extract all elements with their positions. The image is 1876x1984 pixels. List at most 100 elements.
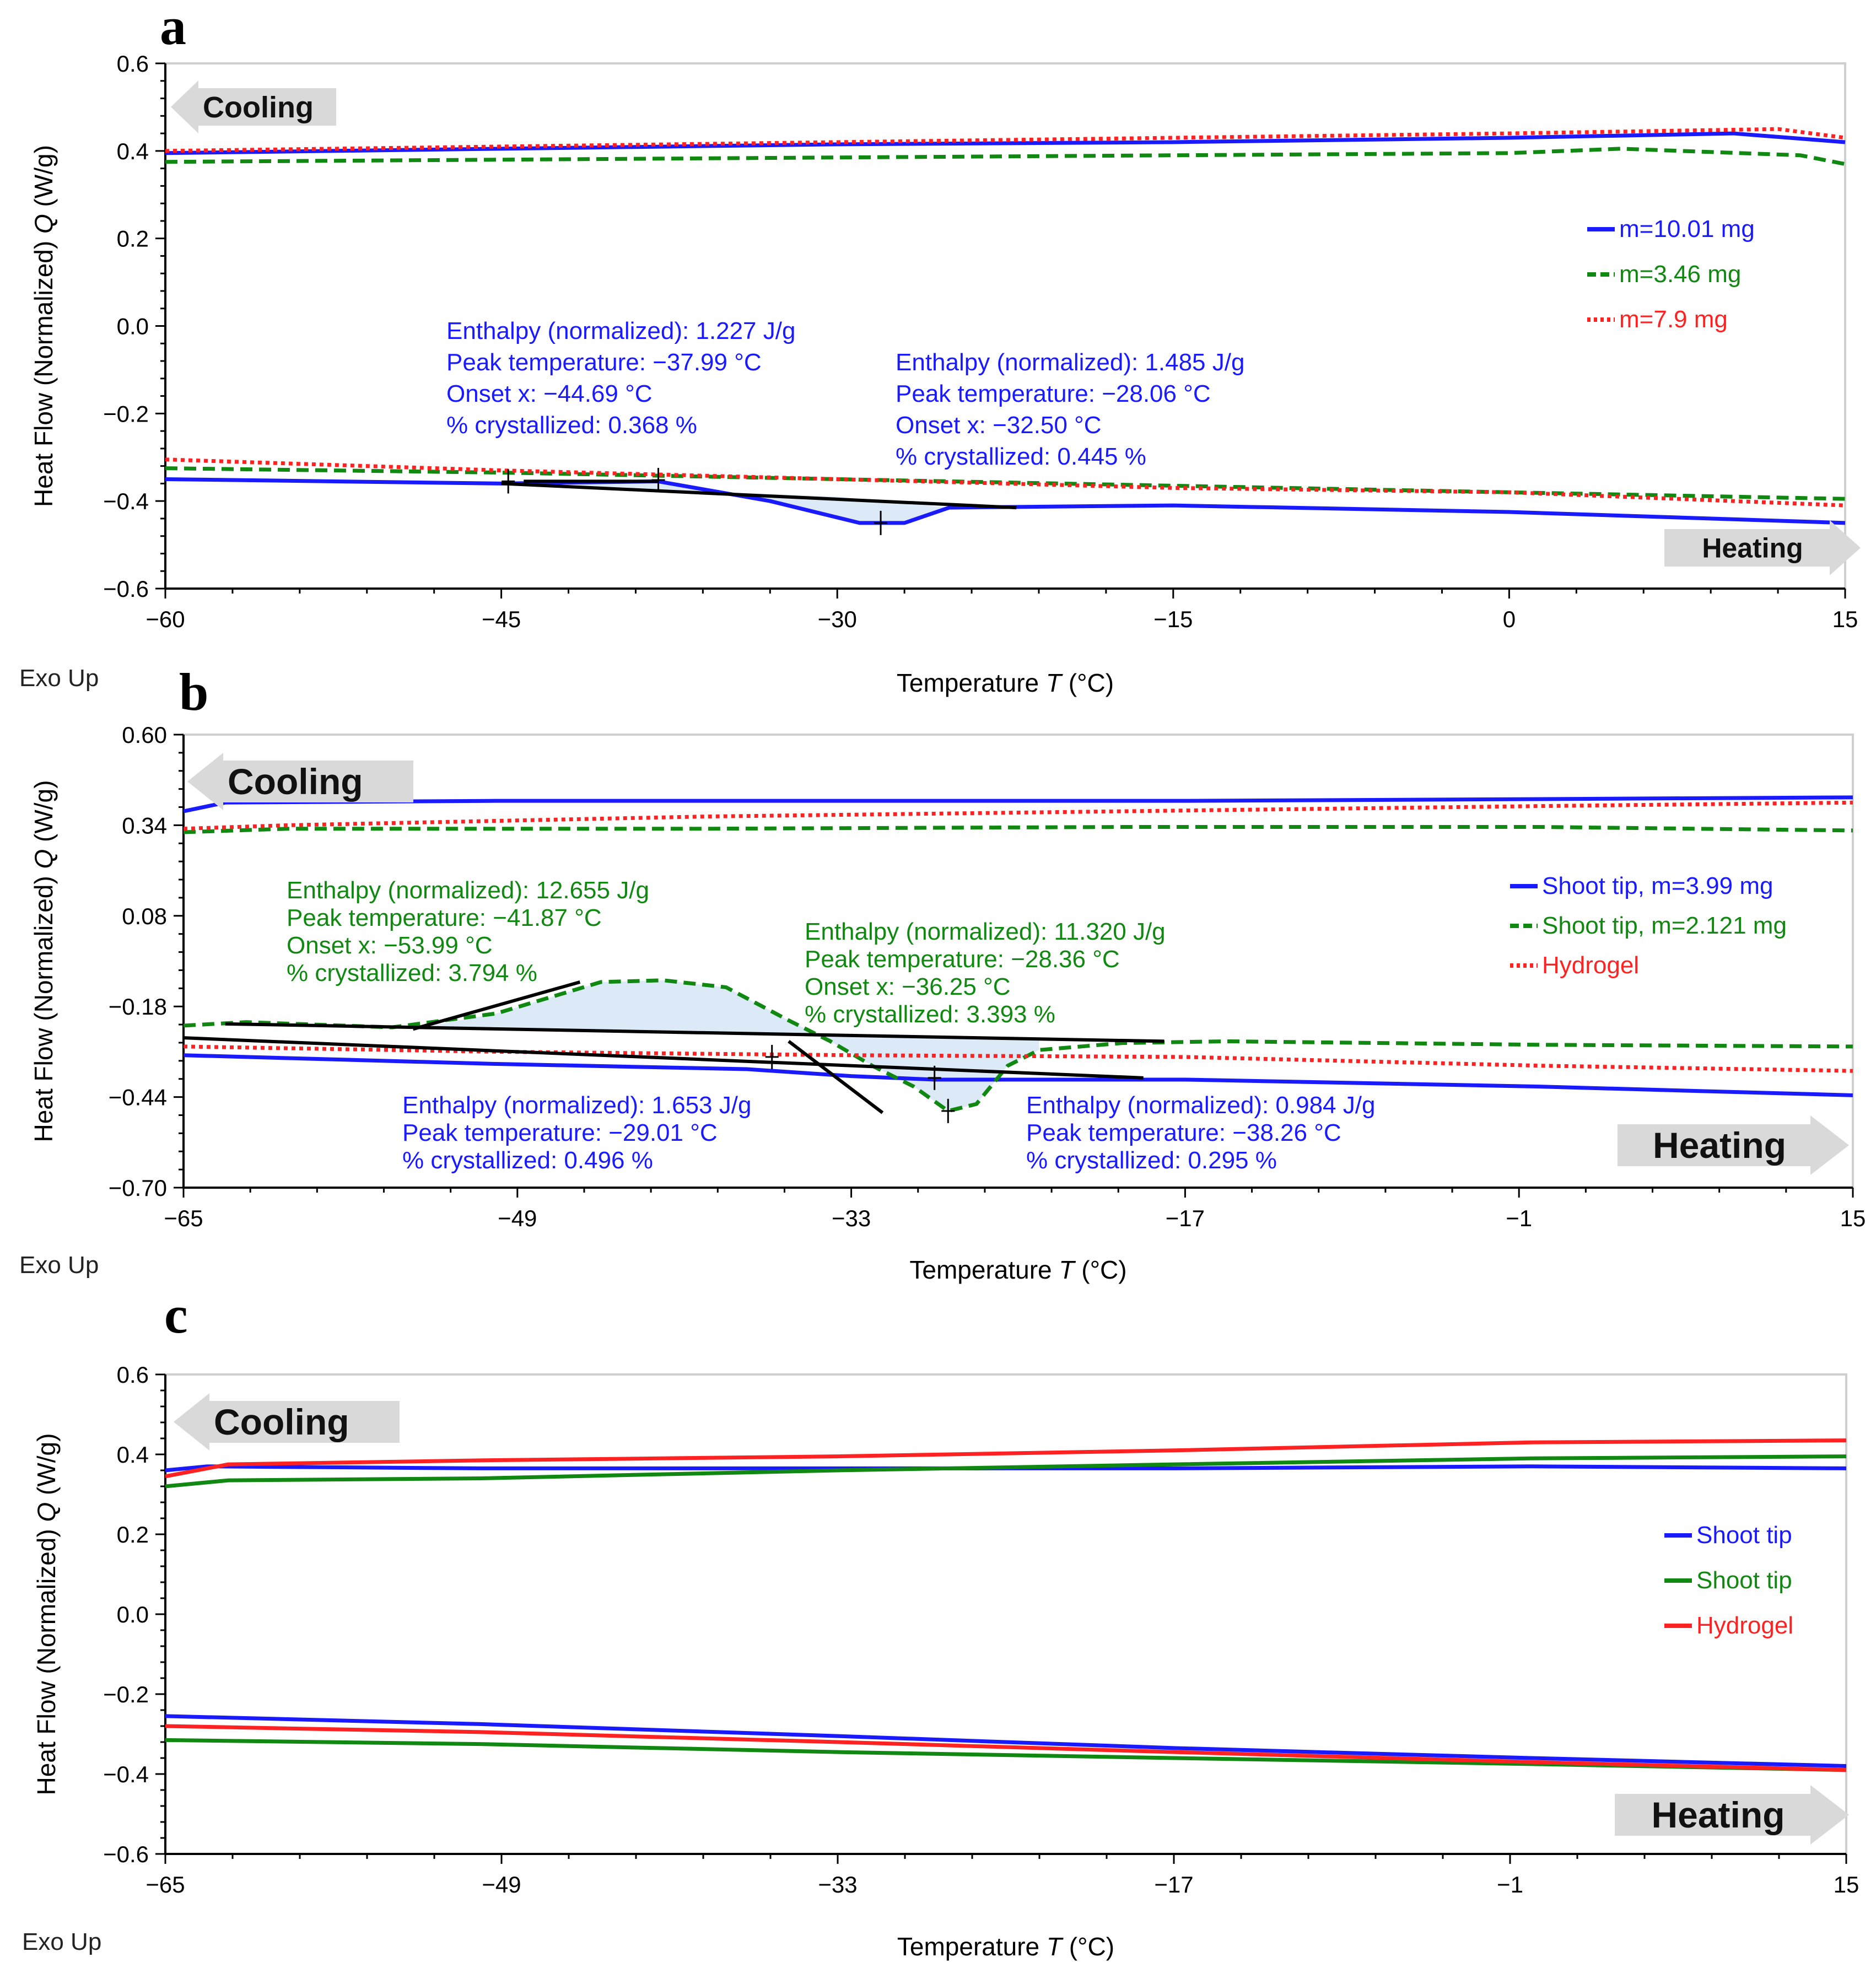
series-line-1-upper — [183, 795, 1853, 813]
annotation-line: Peak temperature: −41.87 °C — [287, 904, 602, 931]
y-axis-title-text: Heat Flow (Normalized) — [29, 869, 58, 1142]
annotation-line: Enthalpy (normalized): 1.485 J/g — [896, 349, 1244, 376]
series-line-3-lower — [165, 1724, 1847, 1772]
x-tick-label: −33 — [832, 1205, 871, 1231]
x-tick-label: −45 — [482, 606, 521, 632]
legend-label: m=3.46 mg — [1619, 261, 1741, 288]
annotation-line: % crystallized: 3.393 % — [805, 1001, 1055, 1028]
y-axis-title-unit: (W/g) — [29, 145, 58, 214]
y-axis-title: Heat Flow (Normalized) Q (W/g) — [32, 1433, 61, 1796]
annotation-line: Enthalpy (normalized): 12.655 J/g — [287, 877, 649, 904]
heating-arrow — [1618, 1115, 1849, 1175]
x-tick-label: −30 — [818, 606, 857, 632]
y-tick-label: −0.18 — [109, 994, 167, 1020]
annotation-line: % crystallized: 0.445 % — [896, 443, 1146, 470]
panel-label: a — [160, 0, 186, 56]
y-tick-label: 0.60 — [122, 722, 167, 748]
x-tick-label: −60 — [145, 606, 185, 632]
x-tick-label: 0 — [1503, 606, 1516, 632]
annotation-line: % crystallized: 3.794 % — [287, 959, 537, 986]
x-axis-title: Temperature T (°C) — [909, 1255, 1126, 1284]
x-tick-label: −1 — [1506, 1205, 1532, 1231]
series-line-1-upper — [165, 131, 1846, 155]
y-axis-title: Heat Flow (Normalized) Q (W/g) — [29, 145, 58, 507]
cooling-label: Cooling — [228, 761, 363, 802]
y-axis-title-text: Heat Flow (Normalized) — [32, 1522, 61, 1796]
y-tick-label: −0.2 — [103, 1681, 149, 1707]
heating-arrow — [1615, 1785, 1849, 1845]
y-axis-title-symbol: Q — [29, 849, 58, 869]
y-axis-title: Heat Flow (Normalized) Q (W/g) — [29, 780, 58, 1142]
annotation-line: Enthalpy (normalized): 1.653 J/g — [402, 1092, 751, 1119]
x-tick-label: 15 — [1840, 1205, 1866, 1231]
annotation-line: Enthalpy (normalized): 11.320 J/g — [805, 918, 1166, 945]
panel-label: c — [164, 1285, 188, 1344]
y-tick-label: 0.0 — [117, 1602, 149, 1627]
baseline-line — [412, 980, 581, 1031]
exo-up-label: Exo Up — [19, 665, 99, 692]
annotation-line: Peak temperature: −29.01 °C — [402, 1119, 718, 1146]
annotation-line: Enthalpy (normalized): 0.984 J/g — [1026, 1092, 1375, 1119]
cooling-label: Cooling — [214, 1401, 349, 1442]
heating-label: Heating — [1702, 533, 1803, 564]
x-tick-label: −33 — [818, 1872, 857, 1897]
baseline-line — [225, 1022, 1165, 1043]
annotation-line: % crystallized: 0.496 % — [402, 1147, 653, 1174]
x-axis-title: Temperature T (°C) — [897, 1932, 1114, 1961]
x-tick-label: −65 — [164, 1205, 203, 1231]
x-tick-label: −49 — [482, 1872, 521, 1897]
y-tick-label: −0.4 — [103, 488, 149, 514]
cooling-label: Cooling — [203, 91, 314, 124]
legend-label: Shoot tip, m=3.99 mg — [1542, 872, 1773, 899]
series-line-3-upper — [183, 800, 1853, 831]
x-axis-title-text: Temperature — [897, 668, 1046, 697]
x-axis-title-text: Temperature — [897, 1932, 1047, 1961]
annotation-line: Enthalpy (normalized): 1.227 J/g — [446, 317, 795, 344]
x-tick-label: 15 — [1832, 606, 1858, 632]
y-tick-label: −0.70 — [109, 1175, 167, 1201]
y-tick-label: −0.2 — [103, 401, 149, 427]
legend-label: Shoot tip — [1696, 1522, 1792, 1549]
legend-label: m=10.01 mg — [1619, 215, 1755, 242]
cooling-arrow — [187, 753, 413, 810]
legend-label: Shoot tip — [1696, 1567, 1792, 1594]
annotation-line: Peak temperature: −37.99 °C — [446, 349, 762, 376]
exo-up-label: Exo Up — [22, 1928, 101, 1955]
series-line-3-upper — [165, 1438, 1847, 1479]
peak-area — [413, 980, 1039, 1111]
annotation-line: % crystallized: 0.295 % — [1026, 1147, 1277, 1174]
y-tick-label: 0.2 — [117, 1522, 149, 1548]
series-line-2-upper — [183, 825, 1853, 834]
series-line-3-lower — [165, 457, 1846, 508]
y-axis-title-unit: (W/g) — [29, 780, 58, 849]
baseline-line — [183, 1036, 1144, 1080]
x-axis-title-unit: (°C) — [1061, 668, 1114, 697]
exo-up-label: Exo Up — [19, 1252, 99, 1279]
panel-b-chart: b 0.60 0.34 0.08 −0.18 −0.44 −0.70 −65 −49 −33 −17… — [19, 662, 1866, 1284]
annotation-line: Peak temperature: −28.06 °C — [896, 380, 1211, 407]
panel-c-chart: c 0.6 0.4 0.2 0.0 −0.2 −0.4 −0.6 −65 −49 −33 −17 −1 1… — [22, 1285, 1859, 1961]
annotation-line: Peak temperature: −28.36 °C — [805, 946, 1120, 973]
heating-label: Heating — [1653, 1125, 1786, 1166]
x-tick-label: −1 — [1497, 1872, 1523, 1897]
legend-label: Shoot tip, m=2.121 mg — [1542, 912, 1787, 939]
x-tick-label: −17 — [1154, 1872, 1193, 1897]
cooling-arrow — [171, 80, 336, 133]
y-tick-label: 0.08 — [122, 903, 167, 929]
x-tick-label: −65 — [145, 1872, 185, 1897]
y-tick-label: 0.2 — [117, 226, 149, 252]
peak-area — [508, 480, 950, 523]
y-tick-label: 0.0 — [117, 314, 149, 339]
y-axis-title-symbol: Q — [29, 214, 58, 234]
series-line-3-upper — [165, 127, 1846, 153]
y-tick-label: 0.4 — [117, 138, 149, 164]
series-line-2-upper — [165, 1454, 1847, 1489]
y-axis-title-text: Heat Flow (Normalized) — [29, 234, 58, 507]
annotation-line: Peak temperature: −38.26 °C — [1026, 1119, 1341, 1146]
annotation-line: Onset x: −32.50 °C — [896, 412, 1101, 439]
annotation-line: Onset x: −44.69 °C — [446, 380, 652, 407]
series-line-1-upper — [165, 1464, 1847, 1473]
y-axis-title-symbol: Q — [32, 1502, 61, 1522]
legend-label: m=7.9 mg — [1619, 306, 1728, 333]
x-axis-title-symbol: T — [1047, 1932, 1064, 1961]
